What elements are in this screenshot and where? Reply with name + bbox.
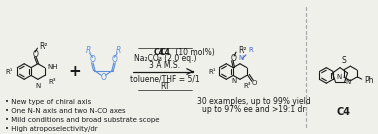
Text: NH: NH bbox=[48, 64, 58, 70]
Text: up to 97% ee and >19:1 dr: up to 97% ee and >19:1 dr bbox=[202, 105, 306, 114]
Text: N: N bbox=[337, 74, 342, 80]
Text: C4: C4 bbox=[154, 48, 165, 57]
Text: R²: R² bbox=[238, 46, 246, 55]
Text: • High atroposelectivity/dr: • High atroposelectivity/dr bbox=[5, 126, 98, 132]
Text: toluene/THF = 5/1: toluene/THF = 5/1 bbox=[130, 75, 200, 84]
Text: R¹: R¹ bbox=[209, 68, 216, 75]
Text: N: N bbox=[36, 83, 41, 89]
Text: O: O bbox=[112, 55, 117, 64]
Text: R¹: R¹ bbox=[6, 68, 13, 75]
Text: O: O bbox=[90, 55, 96, 64]
Text: (10 mol%): (10 mol%) bbox=[173, 48, 214, 57]
Text: R: R bbox=[116, 46, 121, 55]
Text: +: + bbox=[68, 64, 81, 79]
Text: O: O bbox=[101, 73, 106, 82]
Text: R³: R³ bbox=[243, 83, 251, 89]
Text: O: O bbox=[230, 54, 236, 63]
Text: O: O bbox=[252, 80, 257, 86]
Text: C4: C4 bbox=[336, 107, 350, 117]
Text: 3 Å M.S.: 3 Å M.S. bbox=[149, 61, 180, 70]
Text: R³: R³ bbox=[49, 79, 56, 85]
Text: S: S bbox=[341, 56, 346, 65]
Text: R: R bbox=[86, 46, 91, 55]
Text: O: O bbox=[33, 50, 38, 59]
Text: Na₂CO₃ (2.0 eq.): Na₂CO₃ (2.0 eq.) bbox=[133, 54, 196, 63]
Text: 30 examples, up to 99% yield: 30 examples, up to 99% yield bbox=[197, 97, 311, 106]
Text: • Mild conditions and broad substrate scope: • Mild conditions and broad substrate sc… bbox=[5, 117, 160, 123]
Text: • New type of chiral axis: • New type of chiral axis bbox=[5, 99, 91, 105]
Text: N: N bbox=[231, 78, 237, 84]
Text: R: R bbox=[248, 47, 253, 53]
Text: Ph: Ph bbox=[365, 76, 374, 85]
Text: R²: R² bbox=[39, 42, 48, 51]
Text: RT: RT bbox=[160, 82, 170, 91]
Text: N: N bbox=[345, 79, 351, 85]
Text: C4: C4 bbox=[160, 48, 170, 57]
Text: • One N-N axis and two N-CO axes: • One N-N axis and two N-CO axes bbox=[5, 108, 126, 114]
Text: N: N bbox=[239, 55, 243, 61]
